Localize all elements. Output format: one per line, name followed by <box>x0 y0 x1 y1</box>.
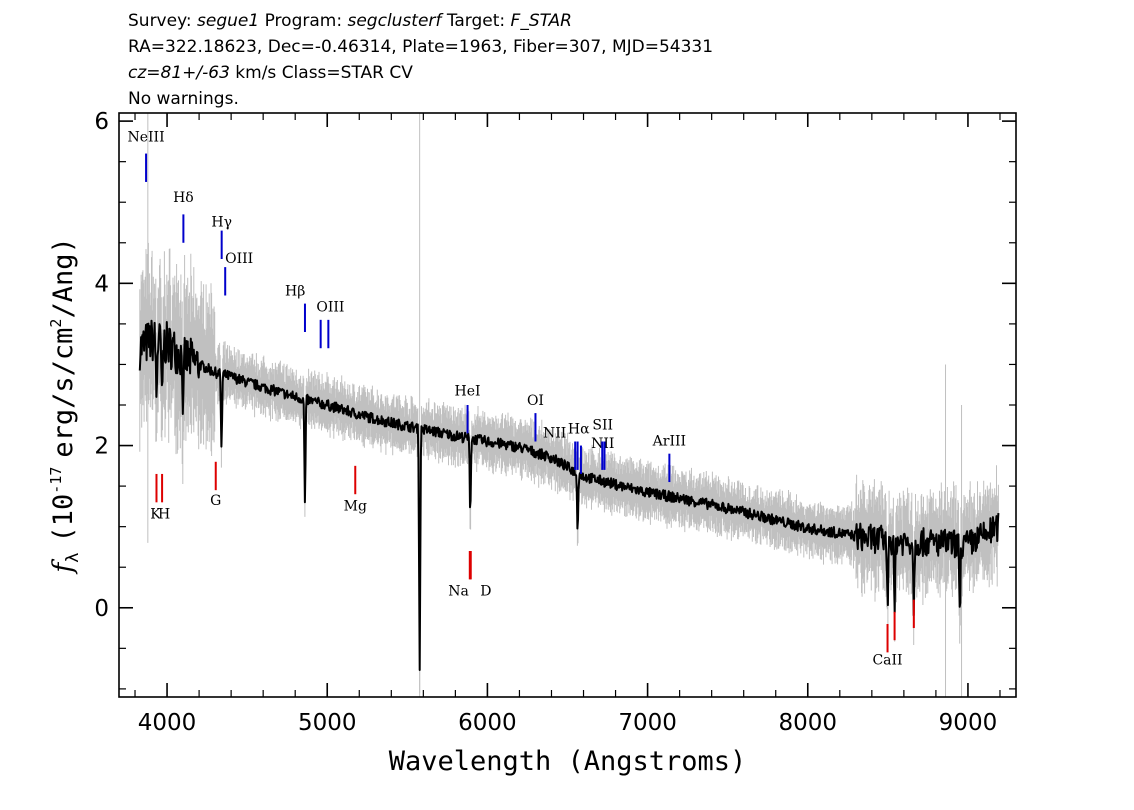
absorption-line-label: Na <box>448 584 469 600</box>
x-tick-label: 6000 <box>458 710 517 736</box>
emission-line-label: ArIII <box>652 434 686 450</box>
x-tick-label: 9000 <box>939 710 998 736</box>
emission-line-label: OIII <box>225 251 253 267</box>
y-tick-label: 2 <box>94 434 109 460</box>
y-tick-label: 4 <box>94 271 109 297</box>
y-axis-label: fλ (10-17 erg/s/cm2/Ang) <box>47 237 83 574</box>
plot-frame <box>118 112 1017 698</box>
y-axis-units-2: erg/s/cm <box>48 328 79 458</box>
y-axis-units: (10 <box>48 494 79 543</box>
survey-key: Survey: <box>128 11 192 31</box>
line-markers: NeIIIHδHγOIIIHβOIIIHeIOINIIHαNIISIIArIII… <box>127 129 915 669</box>
redshift-value: cz=81+/-63 <box>128 63 230 83</box>
target-value: F_STAR <box>510 11 572 31</box>
program-key: Program: <box>264 11 343 31</box>
y-axis-exponent-2: 2 <box>47 319 65 328</box>
class-value: km/s Class=STAR CV <box>235 63 413 83</box>
y-tick-label: 6 <box>94 109 109 135</box>
emission-line-label: OIII <box>316 300 344 316</box>
x-tick-label: 7000 <box>618 710 677 736</box>
y-axis-symbol: f <box>48 559 79 575</box>
spectrum-series <box>138 319 1000 671</box>
axis-ticks: 4000 5000 6000 7000 8000 9000 0 2 4 6 <box>94 109 1016 736</box>
program-value: segclusterf <box>347 11 442 31</box>
spectrum-header-line-2: RA=322.18623, Dec=-0.46314, Plate=1963, … <box>128 37 714 57</box>
emission-line-label: NII <box>543 425 566 441</box>
error-band <box>139 113 999 697</box>
absorption-line-label: H <box>158 507 170 523</box>
spectrum-header-line-1: Survey: segue1 Program: segclusterf Targ… <box>128 10 572 32</box>
emission-line-label: Hγ <box>211 215 232 231</box>
y-tick-label: 0 <box>94 596 109 622</box>
absorption-line-label: Mg <box>344 498 367 514</box>
emission-line-label: HeI <box>455 383 481 399</box>
x-tick-label: 4000 <box>138 710 197 736</box>
absorption-line-label: K <box>150 507 161 523</box>
y-axis-subscript: λ <box>63 552 83 562</box>
absorption-line-label: CaII <box>872 653 902 669</box>
emission-line-label: Hδ <box>173 190 194 206</box>
x-axis-label: Wavelength (Angstroms) <box>389 746 747 777</box>
emission-line-label: OI <box>527 393 544 409</box>
absorption-line-label: G <box>210 493 221 509</box>
emission-line-label: Hβ <box>285 284 305 300</box>
y-axis-units-3: /Ang) <box>48 237 79 318</box>
spectrum-header-line-3: cz=81+/-63 km/s Class=STAR CV <box>128 62 413 84</box>
y-axis-exponent: -17 <box>47 467 65 494</box>
emission-line-label: NeIII <box>127 129 164 145</box>
spectrum-header-line-4: No warnings. <box>128 89 239 109</box>
x-tick-label: 5000 <box>298 710 357 736</box>
absorption-line-label: D <box>480 584 491 600</box>
spectrum-line <box>138 319 1000 671</box>
x-tick-label: 8000 <box>778 710 837 736</box>
emission-line-label: SII <box>592 417 613 433</box>
target-key: Target: <box>446 11 506 31</box>
survey-value: segue1 <box>197 11 260 31</box>
emission-line-label: Hα <box>568 421 590 437</box>
